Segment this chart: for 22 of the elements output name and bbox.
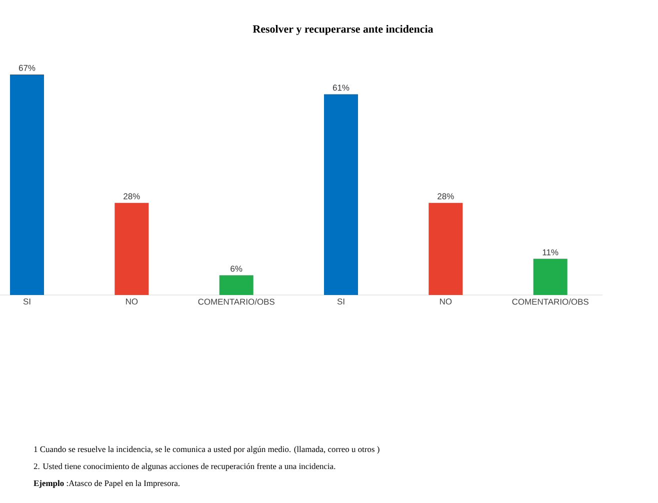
data-label: 61% — [332, 84, 350, 91]
x-tick-label: COMENTARIO/OBS — [198, 298, 274, 305]
bar — [219, 275, 254, 295]
x-tick-label: NO — [126, 298, 138, 304]
text: Ejemplo :Atasco de Papel en la Impresora. — [34, 480, 180, 488]
bar — [428, 202, 463, 295]
bar — [114, 202, 149, 295]
data-label: 6% — [230, 266, 242, 272]
x-tick-label: SI — [23, 298, 30, 304]
data-label: 28% — [438, 193, 454, 200]
bar — [324, 94, 358, 295]
data-label: 67% — [18, 64, 36, 71]
chart-title: Resolver y recuperarse ante incidencia — [252, 25, 434, 35]
text: 2. Usted tiene conocimiento de algunas acciones de recuperación frente a una incidencia. — [34, 463, 336, 471]
bar — [10, 74, 44, 295]
data-label: 28% — [124, 193, 140, 200]
data-label: 11% — [542, 249, 558, 256]
bar — [533, 258, 568, 295]
x-tick-label: NO — [440, 298, 452, 304]
x-tick-label: COMENTARIO/OBS — [512, 298, 588, 305]
text: 1 Cuando se resuelve la incidencia, se le comunica a usted por algún medio. (llamada, correo u otros ) — [34, 446, 380, 454]
x-tick-label: SI — [337, 298, 344, 304]
